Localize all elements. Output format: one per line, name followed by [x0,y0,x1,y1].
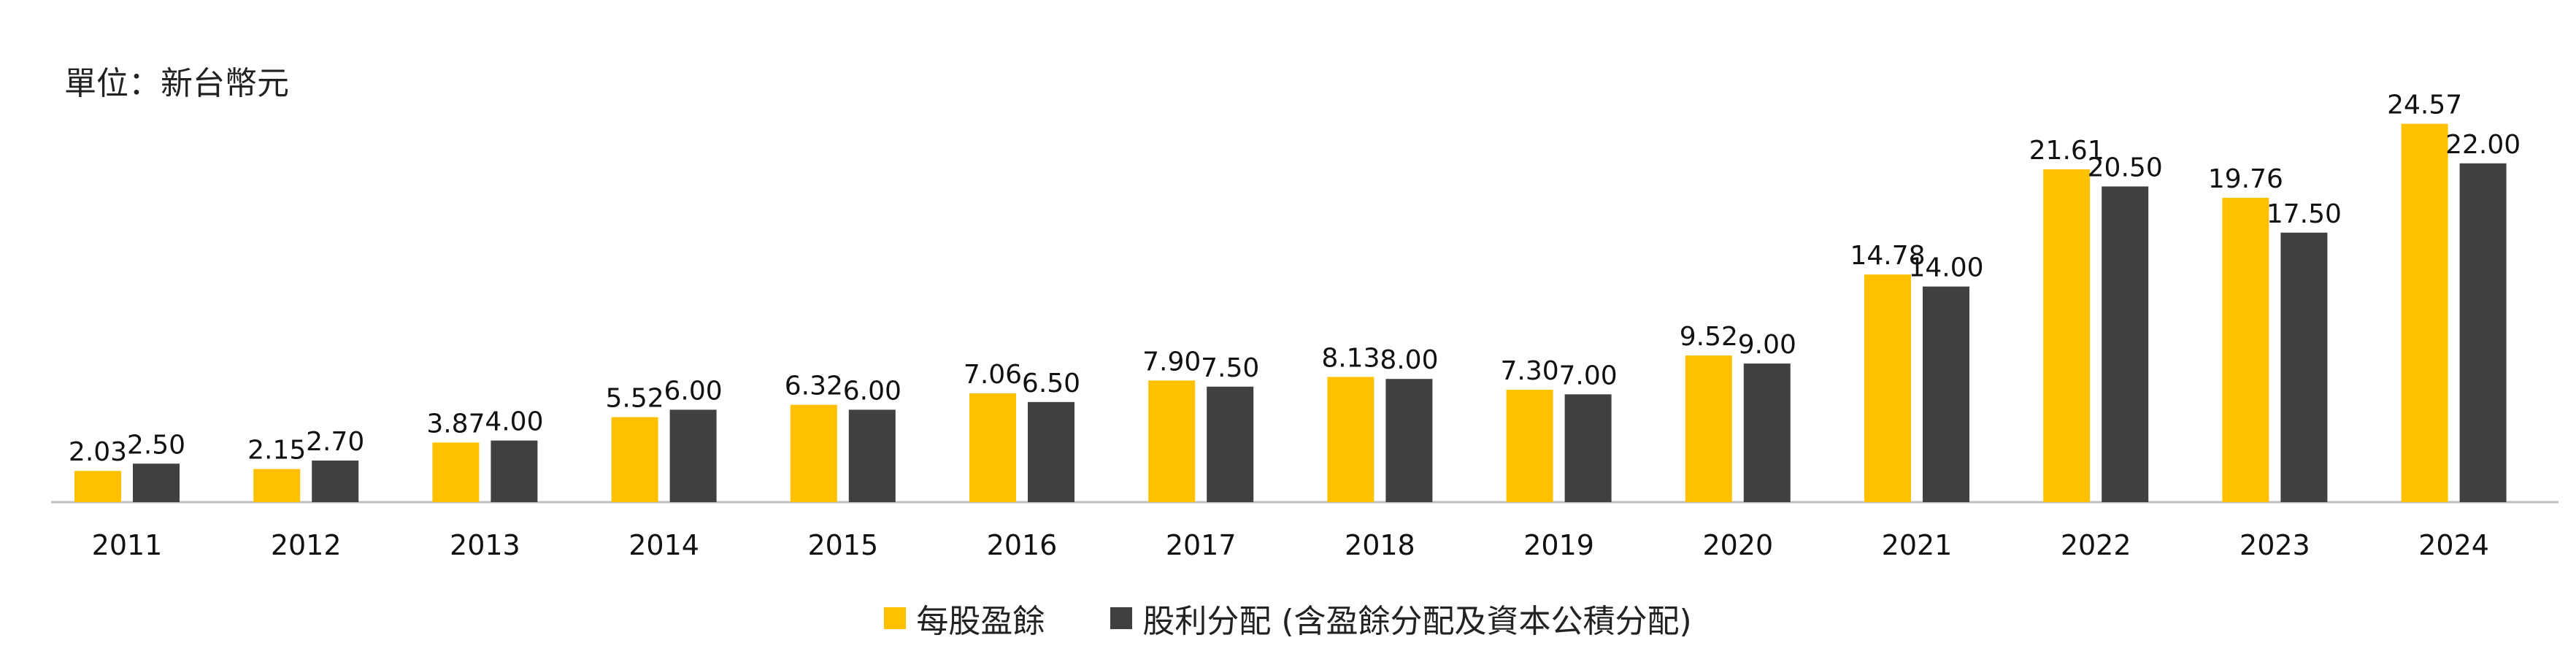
x-tick-label-2022: 2022 [2061,529,2131,561]
eps-data-label-2015: 6.32 [785,371,843,401]
dividend-data-label-2015: 6.00 [843,376,901,406]
legend-item-dividend: 股利分配 (含盈餘分配及資本公積分配) [1110,595,1692,642]
dividend-data-label-2017: 7.50 [1201,353,1259,383]
dividend-bar-2020 [1743,363,1791,502]
eps-bar-2011 [74,471,121,502]
eps-bar-2020 [1685,355,1732,502]
legend-item-eps: 每股盈餘 [884,595,1045,642]
eps-data-label-2018: 8.13 [1321,343,1380,373]
dividend-bar-2016 [1028,401,1074,502]
eps-data-label-2013: 3.87 [426,409,485,439]
x-tick-label-2024: 2024 [2418,529,2489,561]
dividend-data-label-2022: 20.50 [2088,153,2163,182]
legend-swatch-eps [884,607,907,629]
eps-data-label-2021: 14.78 [1850,241,1925,271]
eps-bar-2016 [969,393,1016,502]
eps-bar-2013 [432,442,480,502]
x-tick-label-2018: 2018 [1345,529,1415,561]
x-tick-label-2019: 2019 [1523,529,1594,561]
dividend-bar-2013 [491,440,538,502]
unit-label: 單位：新台幣元 [64,65,289,102]
dividend-data-label-2013: 4.00 [485,407,543,437]
dividend-data-label-2011: 2.50 [127,430,185,460]
eps-data-label-2022: 21.61 [2029,136,2104,166]
dividend-bar-2014 [669,409,717,502]
x-tick-label-2016: 2016 [987,529,1058,561]
dividend-data-label-2014: 6.00 [664,376,723,406]
dividend-bar-2019 [1564,394,1612,502]
x-tick-label-2013: 2013 [450,529,520,561]
eps-bar-2019 [1506,389,1553,502]
eps-bar-2018 [1327,377,1374,502]
x-tick-label-2014: 2014 [628,529,699,561]
x-tick-label-2012: 2012 [271,529,342,561]
eps-bar-2024 [2401,123,2448,502]
legend-swatch-dividend [1110,607,1133,629]
legend-label-eps: 每股盈餘 [916,603,1045,640]
dividend-data-label-2019: 7.00 [1559,361,1618,390]
eps-data-label-2017: 7.90 [1142,347,1201,377]
eps-data-label-2019: 7.30 [1501,356,1559,386]
dividend-bar-2018 [1385,379,1433,502]
eps-bar-2021 [1864,274,1911,502]
legend-label-dividend: 股利分配 (含盈餘分配及資本公積分配) [1142,603,1692,640]
dividend-bar-2022 [2102,186,2149,502]
dividend-data-label-2016: 6.50 [1022,369,1080,398]
eps-data-label-2024: 24.57 [2387,91,2462,120]
legend: 每股盈餘 股利分配 (含盈餘分配及資本公積分配) [0,595,2576,642]
eps-data-label-2016: 7.06 [964,360,1022,390]
dividend-bar-2023 [2280,232,2328,502]
eps-bar-2012 [253,469,301,502]
dividend-data-label-2023: 17.50 [2267,199,2342,229]
x-tick-label-2015: 2015 [807,529,878,561]
dividend-data-label-2020: 9.00 [1738,330,1796,360]
dividend-data-label-2021: 14.00 [1908,253,1983,283]
eps-bar-2017 [1148,380,1196,502]
eps-bar-2023 [2222,198,2269,502]
eps-bar-2015 [790,404,837,502]
eps-bar-2014 [611,417,658,502]
dividend-data-label-2012: 2.70 [306,427,364,457]
dividend-bar-2012 [312,461,359,502]
dividend-data-label-2024: 22.00 [2445,130,2521,160]
eps-data-label-2020: 9.52 [1680,322,1738,352]
dividend-bar-2021 [1923,286,1969,502]
eps-bar-2022 [2043,169,2091,503]
dividend-bar-2011 [133,463,180,502]
dividend-data-label-2018: 8.00 [1380,345,1438,375]
x-tick-label-2020: 2020 [1702,529,1773,561]
x-tick-label-2023: 2023 [2239,529,2310,561]
dividend-bar-2024 [2459,163,2507,503]
eps-data-label-2014: 5.52 [606,384,664,414]
eps-data-label-2011: 2.03 [69,437,127,467]
x-tick-label-2017: 2017 [1166,529,1237,561]
eps-data-label-2023: 19.76 [2208,164,2283,194]
x-tick-label-2021: 2021 [1882,529,1953,561]
eps-data-label-2012: 2.15 [247,436,306,466]
x-tick-label-2011: 2011 [92,529,163,561]
dividend-bar-2017 [1207,386,1254,502]
dividend-bar-2015 [848,409,896,502]
